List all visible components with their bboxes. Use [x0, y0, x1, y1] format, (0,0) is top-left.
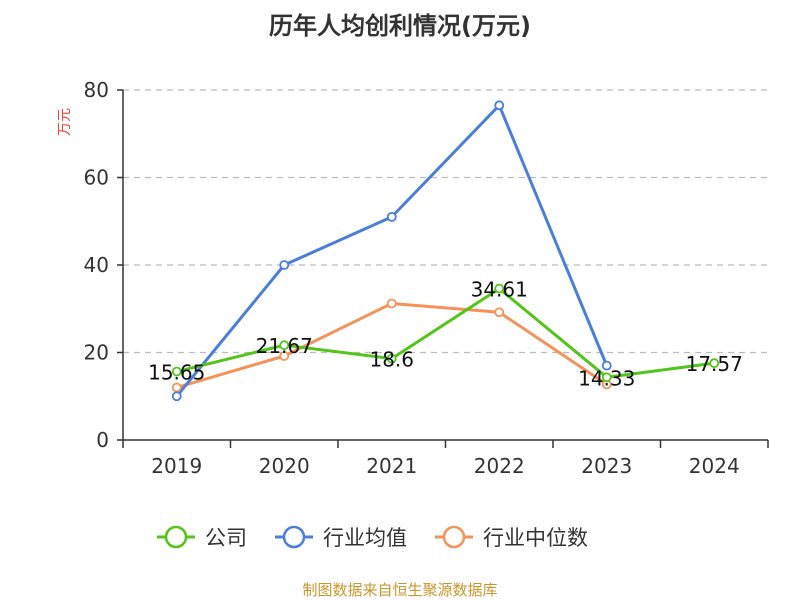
data-label: 14.33 [578, 366, 635, 390]
legend-marker-icon [164, 525, 188, 549]
series-points [171, 100, 720, 402]
x-tick-label: 2021 [366, 454, 417, 478]
data-point[interactable] [171, 382, 182, 393]
data-point[interactable] [171, 391, 182, 402]
legend-item[interactable]: 公司 [157, 525, 247, 550]
chart-title: 历年人均创利情况(万元) [269, 12, 531, 40]
data-label: 15.65 [148, 361, 205, 385]
x-tick-label: 2022 [474, 454, 525, 478]
y-tick-label: 40 [84, 253, 109, 277]
data-point[interactable] [386, 298, 397, 309]
legend-marker-icon [282, 525, 306, 549]
y-tick-label: 80 [84, 78, 109, 102]
y-tick-label: 0 [96, 428, 109, 452]
x-tick-label: 2020 [259, 454, 310, 478]
y-tick-label: 60 [84, 166, 109, 190]
x-tick-label: 2019 [151, 454, 202, 478]
axes: 0 20 40 60 80 2019 2020 2021 2022 2023 2024 [84, 78, 769, 478]
data-point[interactable] [709, 358, 720, 369]
data-label: 18.6 [369, 348, 414, 372]
grid-lines [123, 89, 768, 354]
source-note: 制图数据来自恒生聚源数据库 [302, 581, 497, 599]
legend[interactable]: 公司 行业均值 行业中位数 [157, 525, 588, 550]
series-line [175, 287, 716, 379]
data-labels: 15.65 21.67 18.6 34.61 14.33 17.57 [148, 278, 743, 391]
data-label: 17.57 [686, 352, 743, 376]
x-tick-label: 2023 [581, 454, 632, 478]
data-point[interactable] [601, 372, 612, 383]
data-point[interactable] [494, 100, 505, 111]
legend-label: 行业均值 [323, 526, 407, 550]
y-tick-label: 20 [84, 341, 109, 365]
data-point[interactable] [494, 283, 505, 294]
legend-label: 行业中位数 [483, 526, 588, 550]
legend-marker-icon [442, 525, 466, 549]
data-point[interactable] [171, 366, 182, 377]
y-axis-label: 万元 [57, 108, 73, 136]
legend-item[interactable]: 行业均值 [275, 525, 407, 550]
legend-label: 公司 [205, 526, 247, 550]
legend-item[interactable]: 行业中位数 [435, 525, 588, 550]
data-point[interactable] [601, 360, 612, 371]
data-label: 21.67 [256, 334, 313, 358]
data-point[interactable] [386, 211, 397, 222]
x-tick-label: 2024 [689, 454, 740, 478]
data-label: 34.61 [471, 278, 528, 302]
data-point[interactable] [279, 260, 290, 270]
data-point[interactable] [494, 307, 505, 318]
data-point[interactable] [279, 340, 290, 351]
data-point[interactable] [279, 351, 290, 361]
data-point[interactable] [386, 353, 397, 364]
